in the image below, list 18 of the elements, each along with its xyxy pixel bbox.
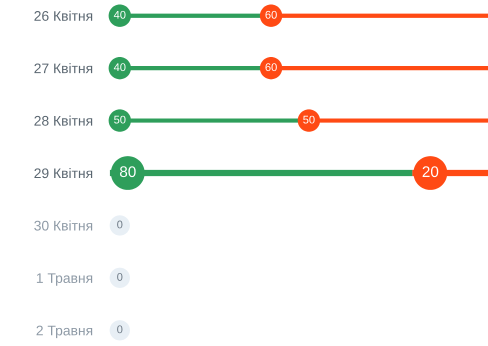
data-label: 60 xyxy=(265,63,277,72)
data-label: 0 xyxy=(117,272,122,281)
y-tick-label: 1 Травня xyxy=(36,273,92,286)
y-tick-label: 27 Квітня xyxy=(34,63,92,74)
data-label: 50 xyxy=(114,116,126,124)
y-tick-label: 26 Квітня xyxy=(34,10,92,21)
data-label: 0 xyxy=(117,220,122,228)
data-label: 40 xyxy=(114,10,126,19)
data-label: 40 xyxy=(114,63,126,72)
data-label: 0 xyxy=(117,325,122,334)
y-tick-label: 30 Квітня xyxy=(34,220,92,231)
y-tick-label: 29 Квітня xyxy=(34,168,92,178)
data-label: 60 xyxy=(265,10,277,19)
data-label: 20 xyxy=(422,166,438,178)
data-label: 50 xyxy=(303,116,315,124)
y-tick-label: 2 Травня xyxy=(36,326,92,338)
y-tick-label: 28 Квітня xyxy=(34,116,92,126)
data-label: 80 xyxy=(120,166,136,178)
